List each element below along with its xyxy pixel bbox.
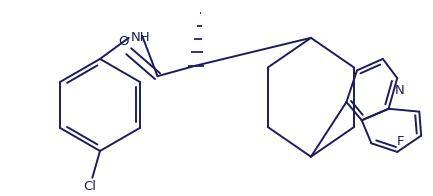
Text: NH: NH — [131, 31, 150, 44]
Text: O: O — [119, 35, 129, 48]
Text: F: F — [396, 135, 404, 148]
Text: Cl: Cl — [83, 180, 96, 193]
Text: N: N — [395, 84, 405, 97]
